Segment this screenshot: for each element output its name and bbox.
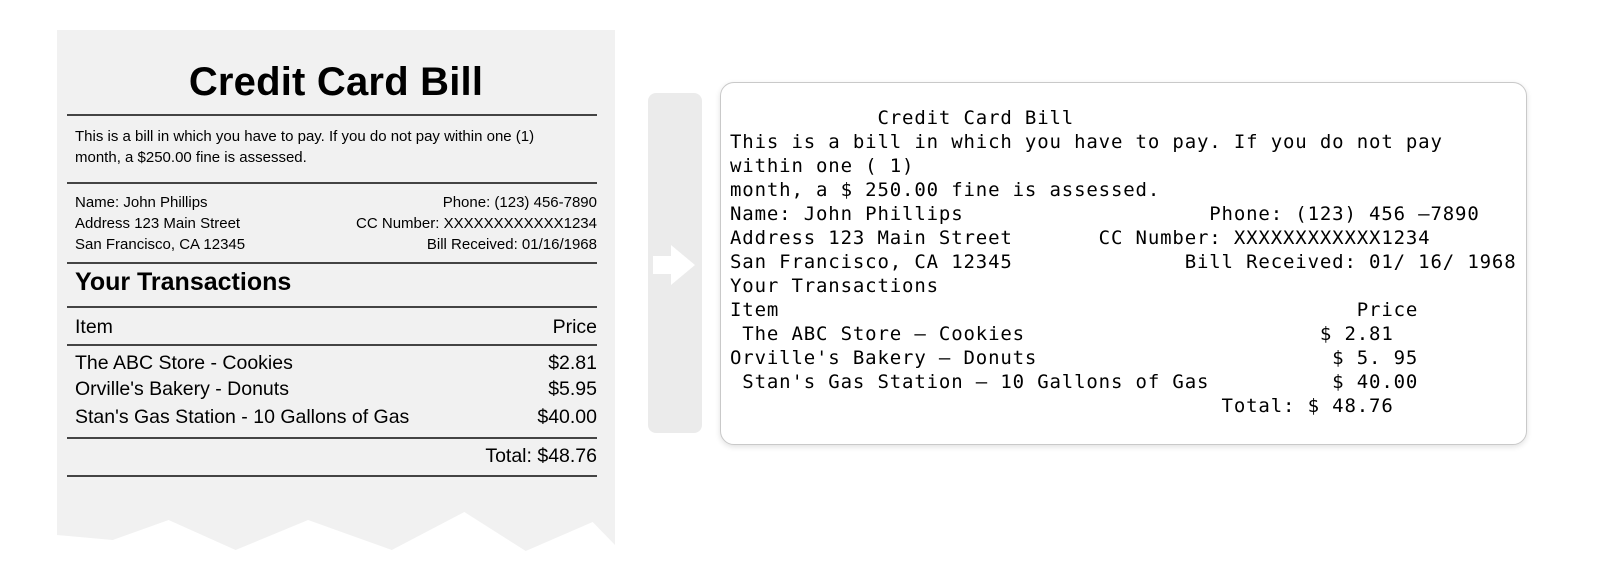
notice-line-2: month, a $250.00 fine is assessed. <box>75 149 307 166</box>
column-header-price: Price <box>552 316 597 338</box>
customer-address: Address 123 Main Street <box>75 215 241 232</box>
transaction-price: $2.81 <box>548 352 597 374</box>
ocr-line: within one ( 1) <box>730 155 915 177</box>
ocr-output-text: Credit Card Bill This is a bill in which … <box>730 106 1517 418</box>
receipt-image: Credit Card Bill This is a bill in which… <box>57 30 615 551</box>
transaction-item: The ABC Store - Cookies <box>75 352 293 374</box>
customer-city: San Francisco, CA 12345 <box>75 236 246 253</box>
arrow-panel <box>648 93 702 433</box>
notice-line-1: This is a bill in which you have to pay.… <box>75 128 535 145</box>
ocr-output-panel: Credit Card Bill This is a bill in which … <box>720 82 1527 445</box>
bill-received: Bill Received: 01/16/1968 <box>426 236 597 253</box>
ocr-line: Stan's Gas Station – 10 Gallons of Gas $… <box>730 371 1419 393</box>
transaction-item: Orville's Bakery - Donuts <box>75 378 289 400</box>
ocr-line: Name: John Phillips Phone: (123) 456 –78… <box>730 203 1480 225</box>
customer-phone: Phone: (123) 456-7890 <box>442 194 597 211</box>
divider <box>67 182 597 184</box>
ocr-line: Credit Card Bill <box>730 107 1075 129</box>
ocr-line: This is a bill in which you have to pay.… <box>730 131 1443 153</box>
receipt-total: Total: $48.76 <box>485 445 597 467</box>
transaction-item: Stan's Gas Station - 10 Gallons of Gas <box>75 406 410 428</box>
receipt-title: Credit Card Bill <box>188 60 484 104</box>
divider <box>67 437 597 439</box>
divider <box>67 114 597 116</box>
ocr-line: month, a $ 250.00 fine is assessed. <box>730 179 1161 201</box>
ocr-line: Your Transactions <box>730 275 939 297</box>
transaction-price: $40.00 <box>537 406 597 428</box>
customer-name: Name: John Phillips <box>75 194 208 211</box>
divider <box>67 306 597 308</box>
cc-number: CC Number: XXXXXXXXXXXX1234 <box>356 215 597 232</box>
ocr-line: Address 123 Main Street CC Number: XXXXX… <box>730 227 1431 249</box>
divider <box>67 262 597 264</box>
divider <box>67 344 597 346</box>
ocr-line: Item Price <box>730 299 1419 321</box>
transaction-price: $5.95 <box>548 378 597 400</box>
transactions-heading: Your Transactions <box>75 268 292 296</box>
column-header-item: Item <box>75 316 113 338</box>
divider <box>67 475 597 477</box>
ocr-line: Orville's Bakery – Donuts $ 5. 95 <box>730 347 1419 369</box>
ocr-line: The ABC Store – Cookies $ 2.81 <box>730 323 1394 345</box>
ocr-line: San Francisco, CA 12345 Bill Received: 0… <box>730 251 1517 273</box>
ocr-line: Total: $ 48.76 <box>730 395 1394 417</box>
arrow-right-icon <box>653 245 695 285</box>
